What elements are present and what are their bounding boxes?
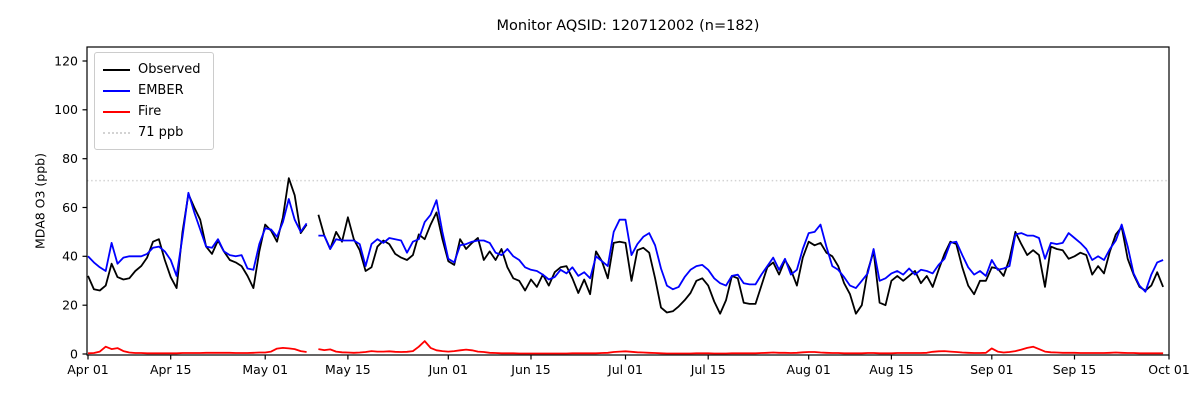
y-tick-label: 40 — [62, 249, 78, 264]
x-tick-label: May 15 — [325, 362, 371, 377]
legend-label: EMBER — [138, 83, 184, 98]
legend: Observed EMBER Fire 71 ppb — [94, 52, 214, 150]
y-tick-label: 0 — [70, 346, 78, 361]
x-tick-label: Apr 01 — [67, 362, 109, 377]
legend-line-sample-fire — [103, 110, 130, 113]
x-tick-label: Aug 01 — [787, 362, 831, 377]
x-tick-label: May 01 — [242, 362, 288, 377]
y-tick-label: 100 — [54, 102, 78, 117]
x-tick-label: Aug 15 — [869, 362, 913, 377]
x-tick-label: Jun 15 — [510, 362, 550, 377]
x-tick-label: Oct 01 — [1148, 362, 1190, 377]
series-line-ember — [87, 191, 1164, 293]
legend-item-71ppb: 71 ppb — [103, 122, 201, 143]
series-line-fire — [87, 340, 1164, 355]
x-tick-label: Jul 01 — [607, 362, 643, 377]
chart-title: Monitor AQSID: 120712002 (n=182) — [496, 18, 760, 34]
x-tick-label: Apr 15 — [150, 362, 192, 377]
legend-item-observed: Observed — [103, 59, 201, 80]
legend-item-ember: EMBER — [103, 80, 201, 101]
y-tick-label: 80 — [62, 151, 78, 166]
plot-border — [86, 46, 1170, 356]
x-tick-label: Sep 01 — [970, 362, 1013, 377]
y-tick-label: 60 — [62, 200, 78, 215]
series-line-observed — [87, 177, 1164, 315]
y-tick-label: 20 — [62, 298, 78, 313]
x-tick-label: Jun 01 — [428, 362, 468, 377]
legend-label: 71 ppb — [138, 125, 184, 140]
x-tick-label: Jul 15 — [690, 362, 726, 377]
legend-label: Fire — [138, 104, 162, 119]
legend-label: Observed — [138, 62, 201, 77]
legend-line-sample-71ppb — [103, 131, 130, 134]
legend-line-sample-observed — [103, 68, 130, 71]
x-tick-label: Sep 15 — [1053, 362, 1096, 377]
y-axis-label: MDA8 O3 (ppb) — [32, 153, 48, 249]
legend-item-fire: Fire — [103, 101, 201, 122]
y-tick-label: 120 — [54, 53, 78, 68]
legend-line-sample-ember — [103, 89, 130, 92]
